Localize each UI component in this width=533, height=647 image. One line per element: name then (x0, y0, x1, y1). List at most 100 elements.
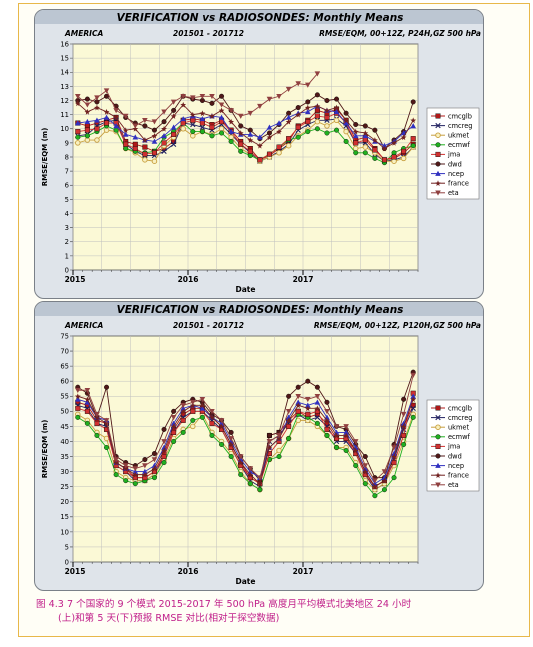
data-point-dwd (410, 99, 416, 105)
data-point-france (161, 125, 167, 132)
chart-title: VERIFICATION vs RADIOSONDES: Monthly Mea… (117, 12, 404, 24)
data-point-eta (314, 71, 321, 77)
data-point-dwd (305, 99, 311, 105)
chart-panel-24h: VERIFICATION vs RADIOSONDES: Monthly Mea… (34, 9, 484, 299)
data-point-france (391, 139, 397, 146)
data-point-france (132, 471, 139, 478)
data-point-france (132, 125, 139, 132)
data-point-jma (314, 113, 320, 119)
data-point-france (84, 108, 91, 115)
data-point-dwd (295, 105, 301, 111)
data-point-ecmwf (199, 414, 205, 420)
data-point-ncep (362, 133, 369, 139)
data-point-dwd (314, 92, 320, 98)
data-point-france (256, 142, 263, 149)
y-tick-label: 15 (60, 513, 69, 521)
data-point-jma (295, 408, 301, 414)
data-point-eta (113, 108, 119, 114)
data-point-france (122, 465, 129, 472)
data-point-ecmwf (410, 143, 416, 149)
data-point-dwd (353, 122, 359, 128)
data-point-dwd (171, 408, 177, 414)
data-point-eta (257, 475, 263, 481)
data-point-france (151, 465, 158, 472)
data-point-france (199, 110, 206, 117)
legend-label-ukmet: ukmet (448, 424, 469, 432)
y-tick-label: 40 (60, 438, 69, 446)
data-point-france (324, 417, 330, 424)
data-point-cmcreg (199, 124, 206, 131)
legend-marker-eta (435, 482, 441, 488)
data-point-ukmet (352, 145, 359, 152)
x-tick-label: 2015 (65, 567, 86, 576)
data-point-ecmwf (362, 150, 368, 156)
data-point-ecmwf (104, 444, 110, 450)
data-point-france (74, 100, 81, 107)
data-point-jma (161, 454, 167, 460)
data-point-france (113, 114, 120, 121)
data-point-ecmwf (123, 478, 129, 484)
data-point-eta (132, 466, 139, 472)
data-point-france (256, 480, 263, 487)
y-tick-label: 75 (60, 332, 69, 340)
data-point-ukmet (142, 157, 148, 163)
data-point-jma (161, 140, 167, 146)
data-point-jma (190, 117, 196, 123)
data-point-jma (171, 131, 177, 137)
legend-marker-cmcglb (435, 405, 441, 411)
data-point-ecmwf (113, 472, 119, 478)
data-point-ncep (266, 124, 273, 130)
data-point-ecmwf (171, 438, 177, 444)
data-point-ukmet (218, 125, 225, 132)
data-point-dwd (161, 426, 167, 432)
data-point-ecmwf (151, 475, 157, 481)
data-point-eta (94, 95, 100, 101)
data-point-jma (84, 408, 90, 414)
data-point-cmcglb (132, 141, 138, 147)
chart-title-bar (35, 302, 483, 316)
data-point-france (266, 444, 273, 451)
y-tick-label: 10 (60, 528, 69, 536)
data-point-ecmwf (305, 129, 311, 135)
data-point-ukmet (333, 117, 340, 124)
data-point-ecmwf (113, 127, 119, 133)
data-point-ecmwf (84, 133, 90, 139)
data-point-france (218, 423, 225, 430)
data-point-ecmwf (295, 134, 301, 140)
data-point-ukmet (343, 128, 349, 135)
data-point-eta (142, 463, 148, 469)
data-point-eta (103, 418, 110, 424)
legend-label-jma: jma (447, 443, 460, 451)
legend-marker-cmcreg (435, 414, 441, 421)
data-point-dwd (401, 396, 407, 402)
data-point-jma (247, 148, 253, 154)
data-point-ecmwf (372, 155, 378, 161)
data-point-ukmet (362, 144, 369, 150)
data-point-ecmwf (401, 441, 407, 447)
data-point-ecmwf (161, 460, 167, 466)
data-point-ecmwf (343, 138, 349, 144)
data-point-jma (123, 141, 129, 147)
data-point-eta (74, 387, 81, 394)
data-point-jma (266, 151, 272, 157)
data-point-ukmet (75, 140, 81, 146)
data-point-france (371, 483, 378, 490)
y-tick-label: 2 (65, 238, 69, 246)
data-point-ecmwf (391, 150, 397, 156)
data-point-ncep (132, 134, 139, 140)
data-point-france (189, 402, 196, 409)
series-france (74, 100, 417, 152)
legend-marker-jma (435, 443, 441, 449)
data-point-dwd (151, 127, 157, 133)
data-point-ecmwf (381, 487, 387, 493)
data-point-ecmwf (353, 463, 359, 469)
data-point-jma (75, 405, 81, 411)
data-point-cmcreg (410, 405, 416, 412)
data-point-eta (84, 102, 91, 108)
data-point-france (324, 107, 330, 114)
data-point-eta (352, 439, 359, 445)
data-point-jma (391, 154, 397, 160)
legend-label-ncep: ncep (448, 170, 464, 178)
data-point-jma (199, 120, 205, 126)
data-point-eta (304, 82, 311, 88)
